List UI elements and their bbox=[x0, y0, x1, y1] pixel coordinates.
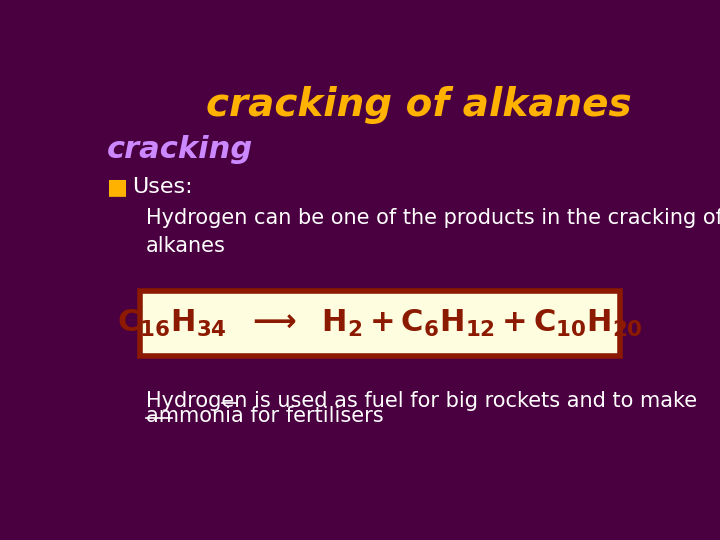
Text: Hydrogen can be one of the products in the cracking of
alkanes: Hydrogen can be one of the products in t… bbox=[145, 208, 720, 256]
Text: cracking of alkanes: cracking of alkanes bbox=[206, 85, 631, 124]
Text: Uses:: Uses: bbox=[132, 177, 192, 197]
Text: cracking: cracking bbox=[107, 136, 253, 165]
FancyBboxPatch shape bbox=[140, 292, 620, 356]
Text: ammonia for fertilisers: ammonia for fertilisers bbox=[145, 406, 384, 426]
Text: ■: ■ bbox=[107, 177, 127, 197]
Text: $\mathbf{C_{16}H_{34}\ \ \longrightarrow\ \ H_2 + C_6H_{12} + C_{10}H_{20}}$: $\mathbf{C_{16}H_{34}\ \ \longrightarrow… bbox=[117, 308, 643, 339]
Text: Hydrogen is used as fuel for big rockets and to make: Hydrogen is used as fuel for big rockets… bbox=[145, 391, 697, 411]
